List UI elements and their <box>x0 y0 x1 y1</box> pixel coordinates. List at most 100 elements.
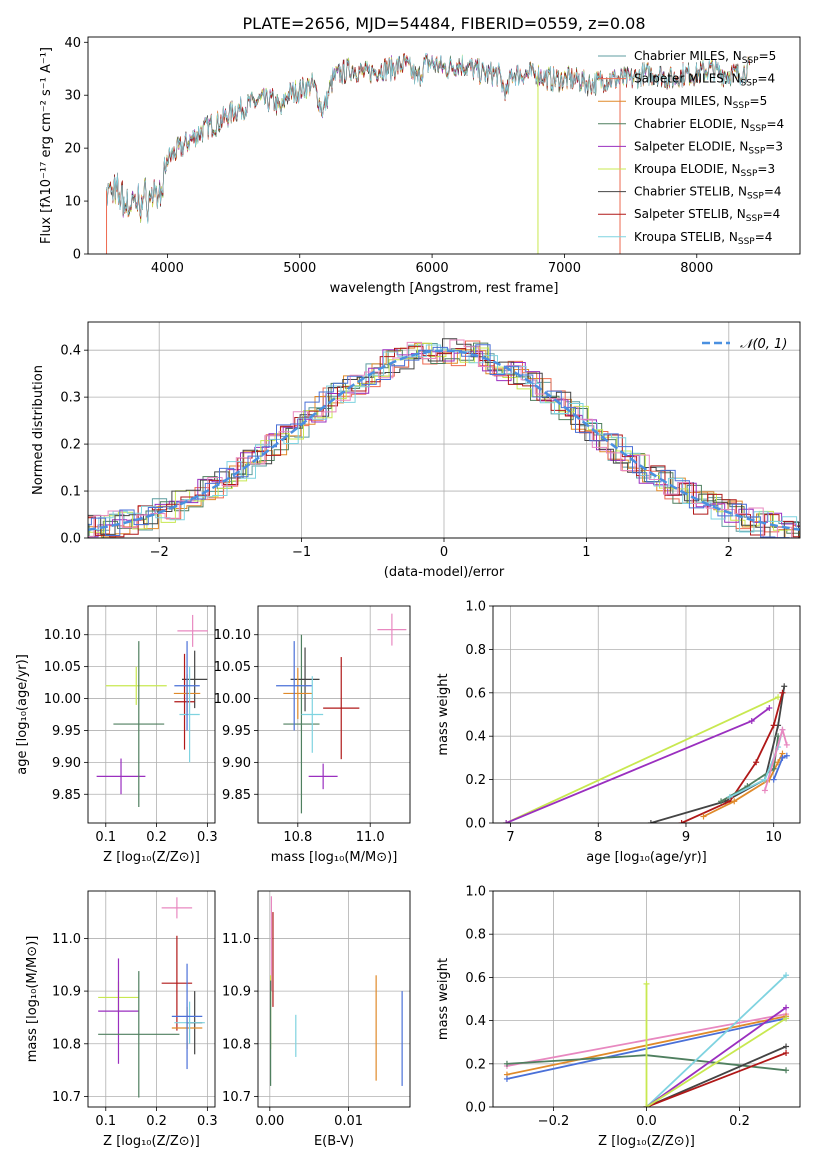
y-tick-label: 9.85 <box>222 788 251 803</box>
y-tick-label: 10.9 <box>52 985 81 1000</box>
y-tick-label: 10.10 <box>214 628 251 643</box>
y-tick-label: 10.05 <box>214 660 251 675</box>
weight-line <box>505 696 779 823</box>
y-tick-label: 0.0 <box>465 1101 486 1116</box>
y-tick-label: 10.7 <box>52 1090 81 1105</box>
x-tick-label: 10 <box>765 830 782 845</box>
histogram-steps <box>88 338 800 538</box>
x-axis-label: mass [log₁₀(M/M⊙)] <box>271 850 398 865</box>
weight-line <box>505 707 770 823</box>
y-tick-label: 0.0 <box>60 532 81 547</box>
y-tick-label: 0.2 <box>465 773 486 788</box>
figure-title: PLATE=2656, MJD=54484, FIBERID=0559, z=0… <box>242 14 645 33</box>
x-tick-label: 0 <box>440 545 448 560</box>
mass_vs_EBV-plot-area <box>270 896 403 1086</box>
cum_weight_vs_age-axes: 7 8 9 10 0.0 0.2 0.4 0.6 0.8 1.0 age [log₁₀(age/yr… <box>436 600 801 865</box>
y-tick-label: 9.90 <box>222 756 251 771</box>
mass_vs_Z-axes: 0.1 0.2 0.3 10.7 10.8 10.9 11.0 Z [log₁₀(Z/Z⊙)]… <box>25 890 218 1149</box>
x-axis-label: (data-model)/error <box>384 565 505 580</box>
y-tick-label: 0.3 <box>60 391 81 406</box>
spectrum-line <box>106 53 750 224</box>
residuals-axes: −2 −1 0 1 2 0.0 0.1 0.2 0.3 0.4 (data-model)/error… <box>31 321 801 580</box>
x-axis-label: wavelength [Angstrom, rest frame] <box>330 281 559 296</box>
legend-label: Salpeter ELODIE, NSSP=3 <box>634 139 783 156</box>
y-axis-label: Flux [fλ10⁻¹⁷ erg cm⁻² s⁻¹ A⁻¹] <box>39 47 54 244</box>
spectrum-plot-area <box>106 52 750 254</box>
y-tick-label: 0.8 <box>465 928 486 943</box>
mass_vs_Z-plot-area <box>98 897 205 1098</box>
y-tick-label: 0.8 <box>465 643 486 658</box>
y-tick-label: 0.2 <box>465 1057 486 1072</box>
age_vs_Z-axes: 0.1 0.2 0.3 9.85 9.90 9.95 10.00 10.05 10.10 Z [l… <box>15 605 218 865</box>
y-tick-label: 0 <box>73 248 81 263</box>
histogram-steps <box>88 339 800 538</box>
x-axis-label: Z [log₁₀(Z/Z⊙)] <box>103 1134 200 1149</box>
legend-label: Salpeter MILES, NSSP=4 <box>634 72 775 89</box>
y-tick-label: 10.8 <box>52 1037 81 1052</box>
y-tick-label: 30 <box>64 89 81 104</box>
y-tick-label: 1.0 <box>465 600 486 615</box>
x-tick-label: 7 <box>506 830 514 845</box>
x-axis-label: Z [log₁₀(Z/Z⊙)] <box>598 1134 695 1149</box>
x-tick-label: 0.1 <box>95 1114 116 1129</box>
x-tick-label: 0.01 <box>334 1114 363 1129</box>
y-axis-label: Normed distribution <box>31 365 46 495</box>
x-tick-label: 10.8 <box>283 830 312 845</box>
y-tick-label: 0.4 <box>465 1014 486 1029</box>
x-tick-label: 9 <box>682 830 690 845</box>
y-tick-label: 10.00 <box>214 692 251 707</box>
axes-frame <box>87 890 216 1108</box>
x-tick-label: −1 <box>292 545 311 560</box>
y-tick-label: 10.10 <box>44 628 81 643</box>
legend-label: Kroupa MILES, NSSP=5 <box>634 94 767 111</box>
gaussian-curve <box>88 349 800 532</box>
spectrum-legend: Chabrier MILES, NSSP=5 Salpeter MILES, NS… <box>598 49 784 247</box>
y-tick-label: 9.85 <box>52 788 81 803</box>
y-tick-label: 1.0 <box>465 885 486 900</box>
legend-label: Chabrier ELODIE, NSSP=4 <box>634 117 784 134</box>
legend-label: Chabrier STELIB, NSSP=4 <box>634 185 782 202</box>
legend-label: Kroupa ELODIE, NSSP=3 <box>634 162 775 179</box>
weight-line <box>646 1052 787 1107</box>
x-axis-label: age [log₁₀(age/yr)] <box>586 850 707 865</box>
y-tick-label: 11.0 <box>222 932 251 947</box>
x-tick-label: 6000 <box>416 261 449 276</box>
x-tick-label: 0.0 <box>636 1114 657 1129</box>
age_vs_mass-plot-area <box>276 613 407 814</box>
axes-frame <box>87 605 216 824</box>
y-axis-label: mass [log₁₀(M/M⊙)] <box>25 936 40 1063</box>
x-tick-label: −2 <box>150 545 169 560</box>
residuals-legend: 𝒩(0, 1) <box>702 337 787 352</box>
histogram-steps <box>88 344 800 538</box>
y-tick-label: 40 <box>64 36 81 51</box>
legend-label: 𝒩(0, 1) <box>740 337 787 352</box>
spectrum-axes: 4000 5000 6000 7000 8000 0 10 20 30 40 wavelength … <box>39 36 801 296</box>
y-tick-label: 20 <box>64 142 81 157</box>
x-axis-label: E(B-V) <box>314 1134 354 1149</box>
legend-label: Chabrier MILES, NSSP=5 <box>634 49 776 66</box>
y-tick-label: 11.0 <box>52 932 81 947</box>
axes-frame <box>257 890 411 1108</box>
axes-frame <box>257 605 411 824</box>
age_vs_mass-axes: 10.8 11.0 9.85 9.90 9.95 10.00 10.05 10.10 mass … <box>214 605 411 865</box>
y-tick-label: 9.95 <box>52 724 81 739</box>
weight-line <box>645 974 787 1107</box>
x-tick-label: 0.2 <box>146 1114 167 1129</box>
cum_weight_vs_age-plot-area <box>503 683 790 823</box>
x-tick-label: 0.1 <box>95 830 116 845</box>
x-tick-label: 0.00 <box>255 1114 284 1129</box>
cum_weight_vs_Z-axes: −0.2 0.0 0.2 0.0 0.2 0.4 0.6 0.8 1.0 Z [log₁₀(Z/Z… <box>436 885 801 1149</box>
weight-line <box>646 1045 787 1107</box>
y-tick-label: 10.8 <box>222 1037 251 1052</box>
y-tick-label: 10.05 <box>44 660 81 675</box>
x-tick-label: −0.2 <box>538 1114 570 1129</box>
x-tick-label: 0.3 <box>197 830 218 845</box>
x-tick-label: 7000 <box>548 261 581 276</box>
x-tick-label: 5000 <box>283 261 316 276</box>
y-tick-label: 9.90 <box>52 756 81 771</box>
y-tick-label: 0.2 <box>60 438 81 453</box>
axes-frame <box>87 36 801 255</box>
x-tick-label: 11.0 <box>356 830 385 845</box>
x-tick-label: 4000 <box>151 261 184 276</box>
